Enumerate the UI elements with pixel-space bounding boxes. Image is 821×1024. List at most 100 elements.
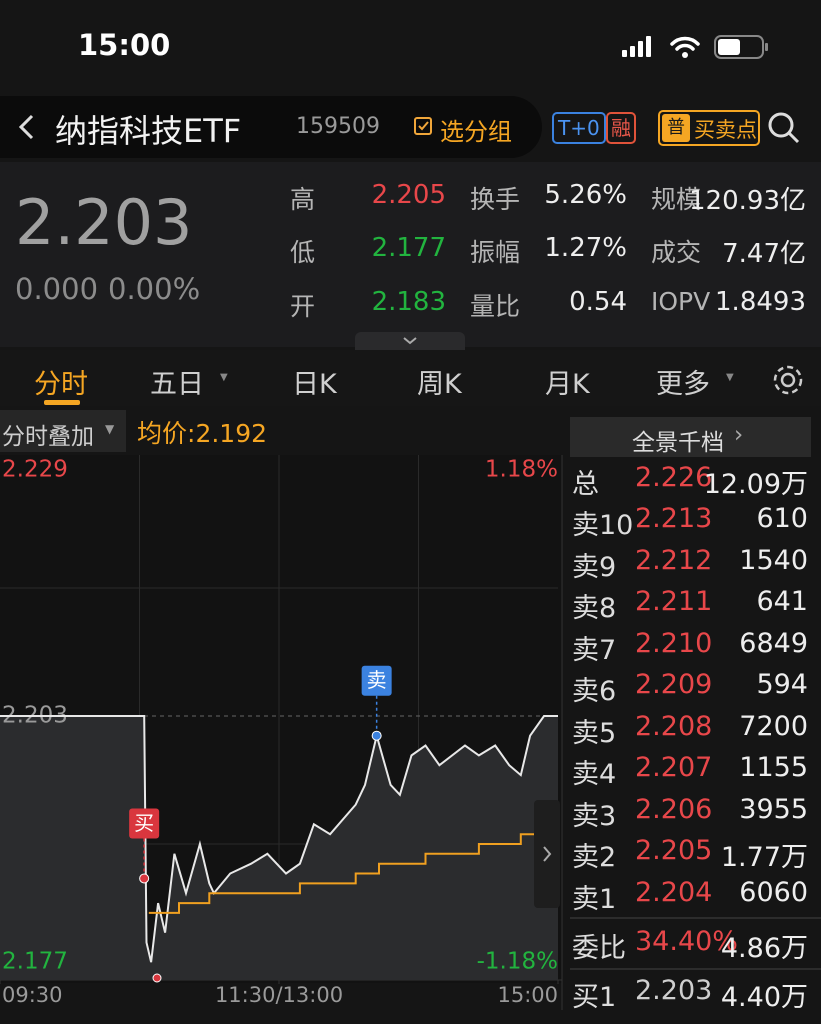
badge: 融 bbox=[606, 112, 636, 144]
dropdown-arrow: ▼ bbox=[726, 372, 734, 383]
overlay-button[interactable]: 分时叠加 ▼ bbox=[0, 410, 126, 452]
book-volume: 1155 bbox=[739, 752, 808, 783]
book-label: 卖4 bbox=[572, 759, 617, 790]
depth-button[interactable]: 全景千档 › bbox=[570, 417, 811, 457]
collapse-button bbox=[534, 800, 560, 908]
tab[interactable]: 月K bbox=[545, 369, 590, 400]
tab[interactable]: 日K bbox=[292, 369, 337, 400]
fund-name: 纳指科技ETF bbox=[55, 112, 242, 150]
separator bbox=[570, 917, 821, 919]
status-time: 15:00 bbox=[78, 28, 171, 62]
avg-value: 2.192 bbox=[195, 419, 268, 448]
stat-label: 低 bbox=[290, 238, 316, 267]
book-label: 卖6 bbox=[572, 676, 617, 707]
stat-value: 7.47亿 bbox=[722, 239, 806, 269]
price-change-pct: 0.00% bbox=[108, 272, 201, 306]
badge: T+0 bbox=[552, 112, 606, 144]
price-change: 0.000 bbox=[15, 272, 99, 306]
search-button[interactable] bbox=[766, 110, 802, 146]
marker-label: 买 bbox=[134, 811, 154, 835]
stat-value: 1.8493 bbox=[715, 287, 806, 317]
stat-label: 开 bbox=[290, 292, 316, 321]
book-volume: 6060 bbox=[739, 876, 808, 908]
overlay-label: 分时叠加 bbox=[2, 424, 94, 450]
book-label: 卖10 bbox=[572, 510, 634, 541]
book-label: 委比 bbox=[572, 933, 626, 964]
collapse-arrow bbox=[543, 846, 552, 862]
book-price: 34.40% bbox=[635, 926, 738, 957]
book-label: 卖1 bbox=[572, 883, 617, 915]
header-pill bbox=[0, 96, 542, 158]
expand-handle[interactable] bbox=[355, 332, 465, 350]
back-button[interactable] bbox=[14, 112, 40, 142]
marker-box bbox=[129, 808, 160, 839]
stat-label: 量比 bbox=[470, 292, 521, 321]
avg-label: 均价: bbox=[137, 419, 196, 448]
depth-arrow: › bbox=[734, 422, 744, 448]
stat-label: 振幅 bbox=[470, 238, 521, 267]
book-price: 2.207 bbox=[635, 752, 713, 783]
x-tick-label: 15:00 bbox=[497, 983, 558, 1007]
book-price: 2.212 bbox=[635, 544, 713, 576]
book-label: 卖7 bbox=[572, 634, 617, 666]
trade-button[interactable]: 普 买卖点 bbox=[658, 110, 760, 146]
tab[interactable]: 分时 bbox=[34, 369, 88, 400]
stat-value: 2.205 bbox=[371, 180, 446, 210]
fund-code: 159509 bbox=[296, 114, 380, 139]
book-volume: 641 bbox=[756, 586, 808, 617]
avg-price: 均价:2.192 bbox=[137, 414, 267, 450]
book-volume: 610 bbox=[756, 503, 808, 534]
marker-point bbox=[371, 730, 382, 741]
book-volume: 12.09万 bbox=[703, 469, 808, 500]
dropdown-arrow: ▼ bbox=[105, 422, 115, 436]
book-price: 2.208 bbox=[635, 710, 713, 742]
stat-value: 2.183 bbox=[371, 287, 446, 317]
book-label: 卖2 bbox=[572, 842, 617, 873]
separator bbox=[570, 968, 821, 970]
x-tick-label: 09:30 bbox=[2, 983, 63, 1007]
group-button[interactable]: 选分组 bbox=[440, 118, 512, 146]
low-point bbox=[152, 973, 162, 983]
book-price: 2.206 bbox=[635, 793, 713, 825]
price-area bbox=[0, 716, 558, 980]
avg-line bbox=[148, 824, 559, 914]
y2-tick-label: -1.18% bbox=[477, 949, 558, 975]
trade-tag: 普 bbox=[662, 114, 690, 142]
book-label: 总 bbox=[572, 469, 599, 500]
quote-panel: 2.203 0.000 0.00% bbox=[0, 162, 821, 350]
book-volume: 6849 bbox=[739, 627, 808, 659]
trade-label: 买卖点 bbox=[694, 118, 757, 142]
stat-label: 换手 bbox=[470, 185, 521, 214]
book-price: 2.205 bbox=[635, 835, 713, 866]
book-price: 2.211 bbox=[635, 586, 713, 617]
tab[interactable]: 五日 bbox=[150, 369, 204, 400]
y-tick-label: 2.229 bbox=[2, 457, 68, 483]
book-price: 2.209 bbox=[635, 669, 713, 700]
book-volume: 594 bbox=[756, 669, 808, 700]
tab[interactable]: 更多 bbox=[656, 369, 710, 400]
book-price: 2.226 bbox=[635, 462, 713, 493]
marker-label: 卖 bbox=[367, 668, 387, 692]
book-volume: 3955 bbox=[739, 793, 808, 825]
book-label: 买1 bbox=[572, 982, 617, 1013]
stat-label: IOPV bbox=[651, 287, 711, 316]
y2-tick-label: 1.18% bbox=[485, 457, 558, 483]
marker-box bbox=[361, 665, 392, 696]
book-label: 卖5 bbox=[572, 717, 617, 749]
book-label: 卖9 bbox=[572, 551, 617, 583]
depth-label: 全景千档 bbox=[632, 430, 724, 456]
book-volume: 1540 bbox=[739, 544, 808, 576]
book-price: 2.203 bbox=[635, 975, 713, 1006]
settings-button[interactable] bbox=[770, 362, 806, 398]
stat-label: 成交 bbox=[651, 238, 702, 267]
y-tick-label: 2.177 bbox=[2, 949, 68, 975]
tab-bar: 分时 五日 ▼ 日K 周K 月K 更多 ▼ bbox=[0, 350, 821, 406]
price-line bbox=[0, 715, 558, 963]
last-price: 2.203 bbox=[15, 186, 193, 259]
tab[interactable]: 周K bbox=[417, 369, 462, 400]
group-icon bbox=[414, 117, 432, 135]
tab-indicator bbox=[44, 400, 80, 405]
stat-value: 120.93亿 bbox=[689, 186, 806, 216]
